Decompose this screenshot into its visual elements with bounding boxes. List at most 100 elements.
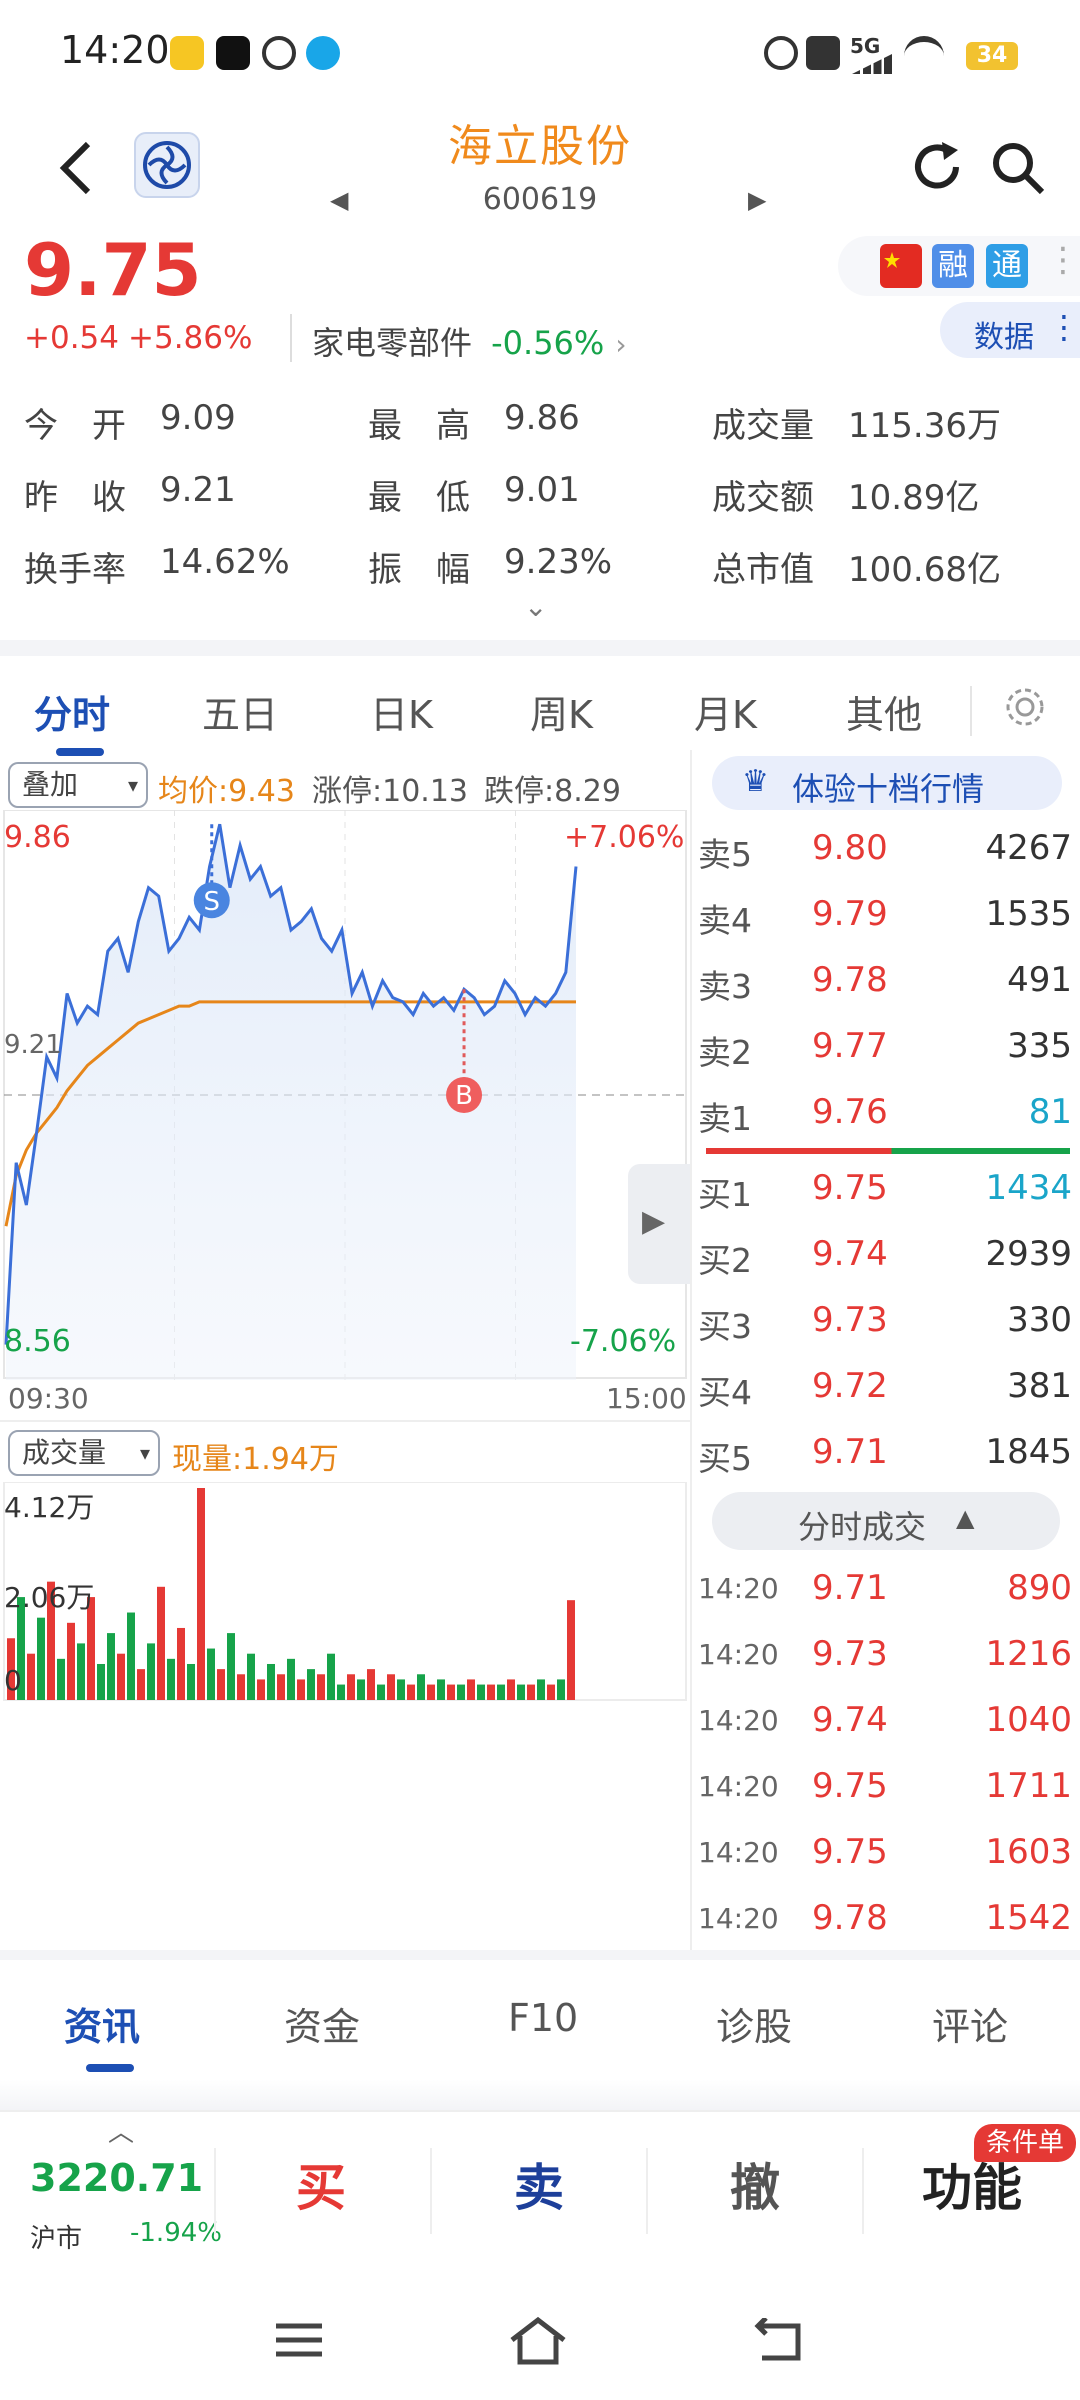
tab-weekly-k[interactable]: 周K — [530, 693, 593, 737]
tab-other[interactable]: 其他 — [846, 693, 923, 737]
tick-volume: 1603 — [985, 1832, 1072, 1872]
expand-chevron-icon[interactable]: ⌄ — [524, 590, 548, 623]
link-icon — [262, 36, 296, 70]
volume-bar — [67, 1622, 75, 1700]
tab-daily-k[interactable]: 日K — [370, 693, 433, 737]
ask-row[interactable]: 卖3 9.78 491 — [692, 948, 1080, 1014]
ticks-toggle-button[interactable]: 分时成交 ▲ — [712, 1492, 1060, 1550]
stat-label: 最 高 — [368, 406, 470, 446]
china-flag-icon — [880, 244, 922, 288]
ask-row[interactable]: 卖5 9.80 4267 — [692, 816, 1080, 882]
volume-bar — [117, 1653, 125, 1700]
search-icon[interactable] — [988, 138, 1048, 198]
bid-row[interactable]: 买4 9.72 381 — [692, 1354, 1080, 1420]
data-button-label: 数据 — [974, 320, 1034, 355]
price-chart-svg[interactable]: SB — [0, 810, 690, 1380]
volume-bar — [367, 1669, 375, 1700]
volume-bar — [207, 1648, 215, 1700]
tab-monthly-k[interactable]: 月K — [694, 693, 757, 737]
index-name: 沪市 — [30, 2224, 83, 2254]
tick-row: 14:20 9.73 1216 — [692, 1622, 1080, 1688]
volume-bar — [357, 1679, 365, 1700]
volume-bar — [267, 1663, 275, 1700]
overlay-select[interactable]: 叠加 ▾ — [8, 762, 148, 808]
sell-button[interactable]: 卖 — [514, 2159, 564, 2217]
stat-label: 成交量 — [712, 406, 814, 446]
tab-news[interactable]: 资讯 — [64, 2005, 141, 2049]
refresh-icon[interactable] — [908, 138, 966, 196]
bid-label: 买5 — [698, 1439, 752, 1478]
status-time: 14:20 — [60, 28, 170, 72]
sell-marker[interactable] — [193, 882, 230, 919]
next-stock-icon[interactable]: ▶ — [748, 186, 767, 214]
stat-label: 换手率 — [24, 550, 126, 590]
ask-row[interactable]: 卖1 9.76 81 — [692, 1080, 1080, 1146]
prev-close-label: 9.21 — [4, 1030, 62, 1060]
chevron-up-icon[interactable]: ︿ — [108, 2118, 135, 2148]
bid-label: 买2 — [698, 1241, 752, 1280]
bid-row[interactable]: 买2 9.74 2939 — [692, 1222, 1080, 1288]
menu-icon[interactable] — [274, 2320, 324, 2360]
more-vertical-icon[interactable]: ⋮ — [1046, 240, 1080, 280]
ask-label: 卖2 — [698, 1033, 752, 1072]
tab-diagnosis[interactable]: 诊股 — [716, 2005, 793, 2049]
ask-price: 9.76 — [812, 1092, 888, 1132]
tong-badge[interactable]: 通 — [986, 244, 1028, 288]
data-button[interactable]: 数据 ⋮ — [940, 302, 1080, 358]
bid-row[interactable]: 买5 9.71 1845 — [692, 1420, 1080, 1486]
bid-row[interactable]: 买3 9.73 330 — [692, 1288, 1080, 1354]
stat-label: 成交额 — [712, 478, 814, 518]
alarm-icon — [764, 36, 798, 70]
tab-indicator — [86, 2064, 134, 2072]
volume-chart-svg[interactable] — [0, 1482, 690, 1702]
bid-price: 9.73 — [812, 1300, 888, 1340]
volume-bar — [97, 1663, 105, 1700]
bid-row[interactable]: 买1 9.75 1434 — [692, 1156, 1080, 1222]
volume-bar — [87, 1597, 95, 1700]
tick-price: 9.78 — [812, 1898, 888, 1938]
volume-bar — [277, 1674, 285, 1700]
tab-intraday[interactable]: 分时 — [34, 693, 111, 737]
ask-price: 9.78 — [812, 960, 888, 1000]
tab-comments[interactable]: 评论 — [932, 2005, 1009, 2049]
index-value[interactable]: 3220.71 — [30, 2156, 204, 2200]
tab-funds[interactable]: 资金 — [284, 2005, 361, 2049]
sell-marker-label: S — [203, 887, 220, 917]
price-change: +0.54 — [24, 320, 119, 356]
ask-label: 卖4 — [698, 901, 752, 940]
tab-f10[interactable]: F10 — [508, 1996, 579, 2040]
sector-link[interactable]: 家电零部件 -0.56% › — [312, 318, 652, 362]
buy-button[interactable]: 买 — [296, 2159, 346, 2217]
ask-volume: 1535 — [985, 894, 1072, 934]
buy-marker[interactable] — [446, 1077, 483, 1113]
volume-bar — [157, 1586, 165, 1700]
price-line — [4, 823, 578, 1345]
bid-price: 9.72 — [812, 1366, 888, 1406]
volume-bar — [437, 1679, 445, 1700]
bid-volume: 330 — [1007, 1300, 1072, 1340]
ask-row[interactable]: 卖4 9.79 1535 — [692, 882, 1080, 948]
order-book: ♛ 体验十档行情 卖5 9.80 4267 卖4 9.79 1535 卖3 9.78 491… — [690, 750, 1080, 1950]
settings-gear-icon[interactable] — [1002, 684, 1048, 730]
ten-level-button[interactable]: ♛ 体验十档行情 — [712, 756, 1062, 810]
function-button[interactable]: 功能 — [922, 2159, 1022, 2217]
caret-up-icon: ▲ — [956, 1504, 975, 1532]
back-nav-icon[interactable] — [752, 2318, 804, 2364]
volume-select[interactable]: 成交量 ▾ — [8, 1430, 160, 1476]
prev-stock-icon[interactable]: ◀ — [330, 186, 349, 214]
tab-five-day[interactable]: 五日 — [202, 693, 279, 737]
bid-label: 买4 — [698, 1373, 752, 1412]
back-icon[interactable] — [56, 138, 96, 198]
tick-price: 9.75 — [812, 1766, 888, 1806]
home-icon[interactable] — [508, 2316, 568, 2366]
ask-label: 卖3 — [698, 967, 752, 1006]
cancel-order-button[interactable]: 撤 — [730, 2159, 780, 2217]
rong-badge[interactable]: 融 — [932, 244, 974, 288]
tab-indicator — [56, 748, 104, 756]
ask-row[interactable]: 卖2 9.77 335 — [692, 1014, 1080, 1080]
conditional-order-badge[interactable]: 条件单 — [974, 2124, 1077, 2162]
chart-collapse-handle[interactable]: ▶ — [628, 1164, 690, 1284]
tick-time: 14:20 — [698, 1704, 779, 1737]
stat-value-prev-close: 9.21 — [160, 470, 236, 510]
volume-bar — [387, 1674, 395, 1700]
